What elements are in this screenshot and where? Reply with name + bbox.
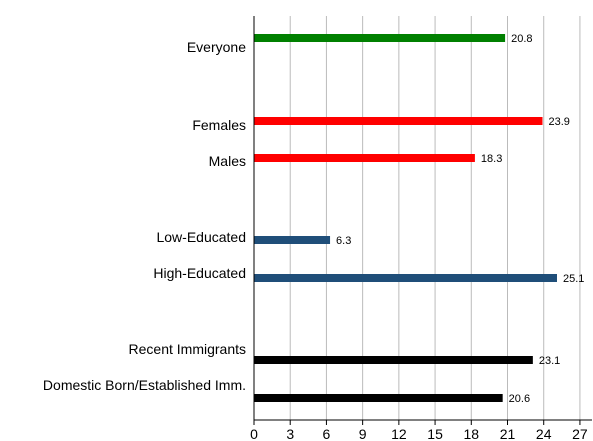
bar-recent-immigrants	[254, 356, 533, 364]
category-label: Everyone	[187, 39, 246, 55]
bar-low-educated	[254, 236, 331, 244]
bar-everyone	[254, 34, 506, 42]
value-label: 20.8	[511, 33, 532, 45]
category-label: Low-Educated	[156, 229, 246, 245]
x-tick-label: 27	[572, 426, 588, 441]
category-label: Domestic Born/Established Imm.	[43, 377, 246, 393]
bar-males	[254, 154, 475, 162]
value-labels: 20.8 23.9 18.3 6.3 25.1 23.1 20.6	[336, 33, 584, 405]
category-label: Males	[209, 153, 246, 169]
category-labels: Everyone Females Males Low-Educated High-Edu…	[43, 39, 246, 393]
tick-labels: 0 3 6 9 12 15 18 21 24 27	[250, 426, 588, 441]
x-tick-label: 24	[536, 426, 552, 441]
x-tick-label: 12	[391, 426, 407, 441]
value-label: 25.1	[563, 273, 584, 285]
x-tick-label: 6	[323, 426, 331, 441]
x-tick-label: 21	[500, 426, 516, 441]
value-label: 23.9	[549, 116, 570, 128]
bars	[254, 34, 557, 402]
bar-females	[254, 117, 543, 125]
bar-high-educated	[254, 274, 557, 282]
value-label: 20.6	[509, 393, 530, 405]
axes	[253, 16, 592, 425]
x-tick-label: 9	[359, 426, 367, 441]
grid-lines	[289, 16, 581, 420]
value-label: 23.1	[539, 355, 560, 367]
x-tick-label: 0	[250, 426, 258, 441]
category-label: Recent Immigrants	[129, 341, 246, 357]
value-label: 18.3	[481, 153, 502, 165]
value-label: 6.3	[336, 235, 351, 247]
x-tick-label: 15	[427, 426, 443, 441]
category-label: Females	[192, 117, 246, 133]
x-tick-label: 3	[286, 426, 294, 441]
x-tick-label: 18	[463, 426, 479, 441]
category-label: High-Educated	[153, 265, 246, 281]
bar-domestic-born-established-imm-	[254, 394, 503, 402]
